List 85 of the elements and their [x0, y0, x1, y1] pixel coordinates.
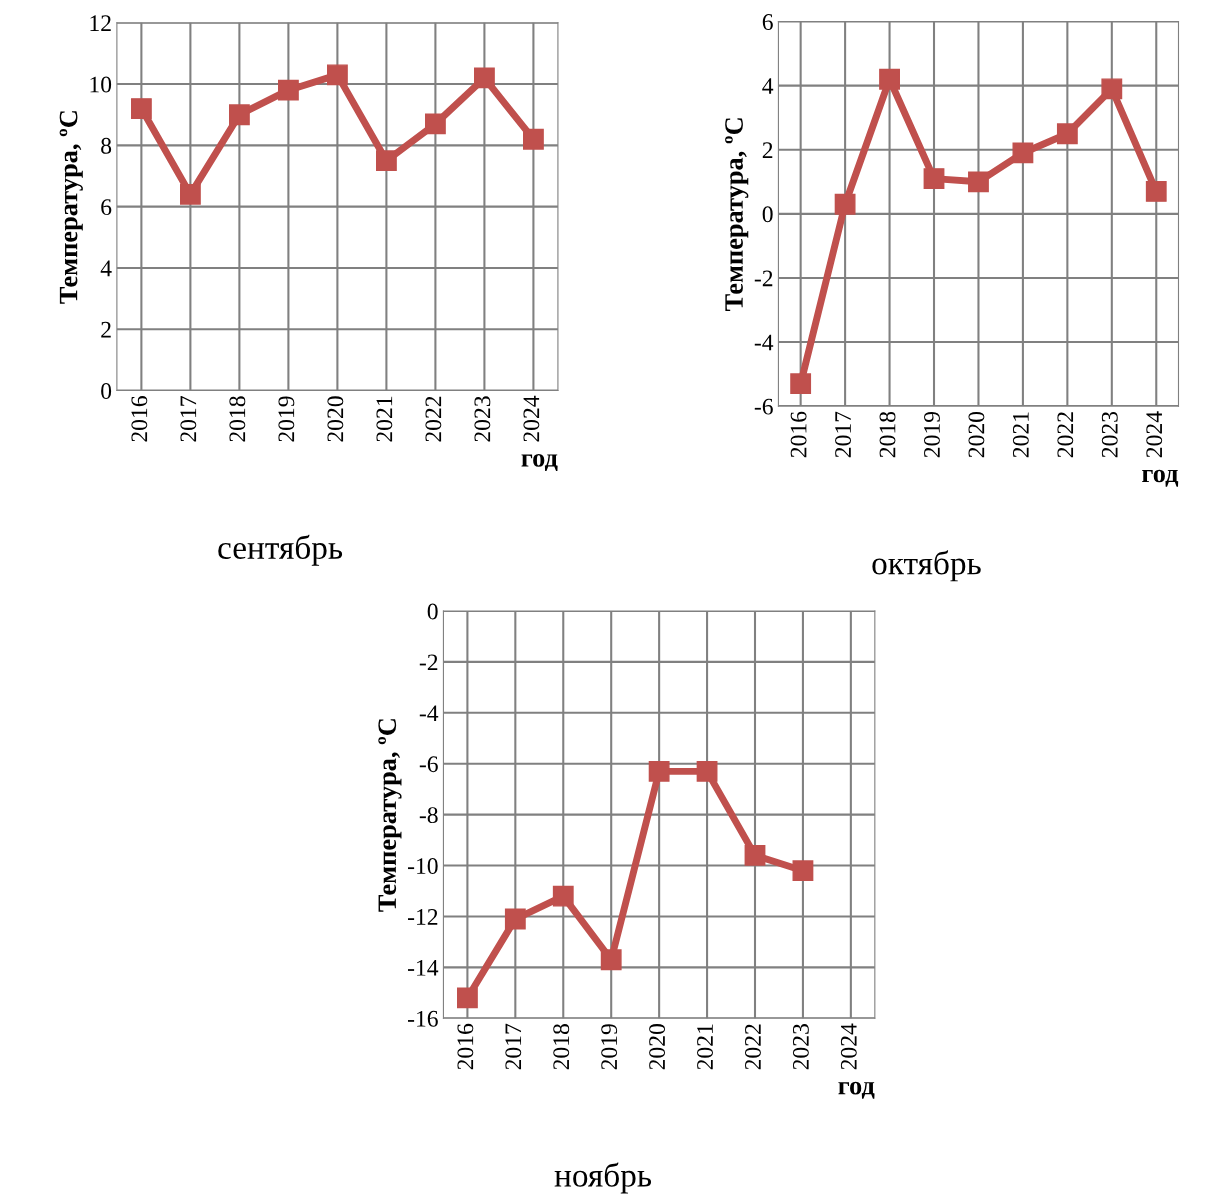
- x-tick-label: 2024: [840, 1023, 857, 1070]
- point: [228, 104, 250, 126]
- y-tick-label: 2: [762, 142, 773, 158]
- point: [790, 373, 812, 395]
- point: [696, 760, 718, 782]
- y-tick-label: -4: [419, 705, 439, 721]
- x-tick-label: 2023: [792, 1024, 809, 1070]
- x-tick-label: 2022: [1057, 412, 1074, 458]
- y-tick-label: -2: [419, 654, 438, 671]
- x-tick-label: 2016: [131, 396, 148, 442]
- x-tick-label: 2022: [744, 1024, 761, 1070]
- y-tick-label: 0: [427, 603, 438, 620]
- y-tick-label: 2: [101, 321, 111, 338]
- x-tick-label: 2019: [278, 396, 295, 442]
- point: [923, 168, 945, 190]
- y-tick-label: 4: [100, 260, 112, 277]
- point: [1056, 123, 1078, 145]
- x-axis-title: год: [1142, 469, 1179, 487]
- y-tick-label: 12: [90, 15, 111, 31]
- x-tick-label: 2017: [505, 1023, 522, 1070]
- point: [879, 68, 900, 90]
- text: ноябрь: [554, 1162, 652, 1194]
- y-tick-label: -16: [407, 1010, 438, 1027]
- y-tick-label: -2: [754, 270, 773, 287]
- point: [968, 171, 989, 193]
- y-tick-label: 4: [762, 78, 774, 94]
- y-tick-label: 6: [101, 199, 112, 216]
- x-tick-label: 2021: [376, 396, 393, 442]
- y-tick-label: -12: [407, 909, 438, 925]
- y-tick-label: 8: [101, 137, 112, 154]
- y-tick-label: 6: [762, 14, 773, 30]
- point: [130, 98, 152, 119]
- x-tick-label: 2019: [923, 411, 940, 458]
- x-tick-label: 2017: [835, 411, 852, 458]
- point: [1012, 142, 1034, 164]
- point: [1145, 180, 1167, 202]
- y-tick-label: 10: [90, 76, 112, 93]
- x-tick-label: 2017: [180, 396, 197, 442]
- x-tick-label: 2024: [1146, 411, 1163, 458]
- point: [834, 193, 856, 215]
- y-tick-label: 0: [762, 206, 773, 223]
- x-tick-label: 2018: [553, 1024, 570, 1070]
- y-tick-label: 0: [101, 383, 112, 399]
- x-tick-label: 2016: [457, 1023, 474, 1070]
- point: [277, 79, 299, 101]
- x-tick-label: 2021: [697, 1024, 713, 1070]
- point: [424, 113, 446, 135]
- y-axis-title: Температура, ºC: [59, 111, 83, 304]
- x-tick-label: 2020: [327, 396, 344, 442]
- y-tick-label: -14: [407, 959, 439, 976]
- point: [456, 987, 478, 1009]
- y-tick-label: -10: [407, 858, 438, 874]
- point: [179, 183, 201, 205]
- y-tick-label: -6: [419, 756, 438, 773]
- x-axis-title: год: [838, 1081, 875, 1099]
- y-tick-label: -4: [754, 334, 774, 351]
- point: [744, 844, 766, 866]
- x-tick-label: 2018: [229, 396, 246, 442]
- x-tick-label: 2022: [425, 396, 442, 442]
- point: [375, 150, 397, 172]
- x-axis-title: год: [521, 454, 558, 472]
- text: сентябрь: [218, 534, 343, 566]
- x-tick-label: 2016: [790, 411, 807, 458]
- x-tick-label: 2019: [601, 1024, 618, 1070]
- x-tick-label: 2020: [649, 1024, 666, 1070]
- x-tick-label: 2018: [879, 411, 896, 458]
- x-tick-label: 2023: [474, 396, 491, 442]
- y-axis-title: Температура, ºC: [378, 719, 402, 912]
- point: [1101, 78, 1123, 100]
- point: [522, 128, 544, 150]
- y-tick-label: -8: [419, 807, 438, 824]
- x-tick-label: 2020: [968, 411, 985, 458]
- point: [326, 64, 348, 86]
- x-tick-label: 2021: [1012, 412, 1029, 458]
- y-axis-title: Температура, ºC: [725, 118, 749, 311]
- x-tick-label: 2023: [1101, 411, 1118, 458]
- point: [648, 760, 670, 782]
- point: [504, 908, 526, 930]
- point: [473, 67, 495, 89]
- point: [552, 885, 574, 907]
- y-tick-label: -6: [754, 398, 773, 415]
- point: [792, 860, 814, 882]
- point: [600, 949, 622, 971]
- text: октябрь: [872, 550, 981, 582]
- x-tick-label: 2024: [523, 395, 540, 442]
